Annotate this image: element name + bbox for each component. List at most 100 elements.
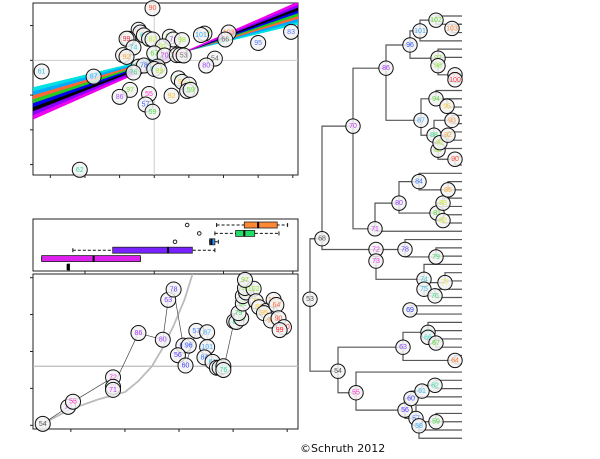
node-circle xyxy=(447,72,463,88)
node-label: 63 xyxy=(399,344,407,351)
node-label: 81 xyxy=(433,210,441,217)
node-label: 87 xyxy=(417,117,425,124)
node-circle xyxy=(163,87,180,104)
tree-node: 87 xyxy=(413,112,429,129)
node-circle xyxy=(447,352,463,369)
node-circle xyxy=(403,390,419,407)
node-label: 84 xyxy=(201,354,209,361)
node-label: 98 xyxy=(434,63,442,70)
tree-branch xyxy=(409,305,462,310)
node-label: 91 xyxy=(436,140,444,147)
node-label: 54 xyxy=(334,368,342,375)
tree-node: 58 xyxy=(411,418,427,434)
panel-a: 9063936596997468828171989167701008853649… xyxy=(30,0,300,178)
node-label: 82 xyxy=(439,218,447,225)
tree-node: 79 xyxy=(428,249,444,265)
tree-node: 84 xyxy=(411,173,427,190)
node-label: 55 xyxy=(145,91,153,98)
node-label: 77 xyxy=(441,280,449,287)
scatter-point: 66 xyxy=(217,31,234,48)
node-label: 96 xyxy=(406,42,414,49)
node-label: 79 xyxy=(432,254,440,261)
tree-node: 54 xyxy=(330,363,346,379)
node-circle xyxy=(402,302,418,318)
node-circle xyxy=(182,81,199,98)
tree-branch xyxy=(355,371,462,393)
significance-point: 64 xyxy=(268,297,285,313)
node-circle xyxy=(397,241,413,258)
node-circle xyxy=(237,271,253,288)
node-label: 53 xyxy=(180,52,188,59)
node-label: 86 xyxy=(135,330,143,337)
node-label: 73 xyxy=(372,258,380,265)
significance-point: 97 xyxy=(237,271,253,288)
node-label: 83 xyxy=(439,200,447,207)
node-circle xyxy=(402,37,418,53)
node-circle xyxy=(151,62,168,79)
node-circle xyxy=(283,23,300,40)
node-label: 71 xyxy=(169,36,177,43)
node-label: 57 xyxy=(192,328,200,335)
node-label: 98 xyxy=(241,285,249,292)
node-circle xyxy=(435,195,451,211)
node-circle xyxy=(348,385,364,401)
node-circle xyxy=(111,88,128,105)
significance-point: 78 xyxy=(165,281,182,298)
node-circle xyxy=(33,63,50,80)
node-label: 62 xyxy=(76,167,84,174)
tree-node: 95 xyxy=(439,98,455,114)
node-label: 92 xyxy=(123,54,131,61)
node-circle xyxy=(414,383,430,399)
node-circle xyxy=(428,249,444,265)
scatter-point: 101 xyxy=(193,26,210,43)
node-circle xyxy=(428,414,444,430)
node-label: 62 xyxy=(431,382,439,389)
scatter-point: 87 xyxy=(85,68,102,85)
panel-b xyxy=(32,218,299,274)
node-label: 87 xyxy=(90,74,98,81)
node-label: 101 xyxy=(414,28,426,35)
node-circle xyxy=(154,331,171,348)
node-circle xyxy=(217,31,234,48)
scatter-point: 59 xyxy=(144,103,161,120)
tree-node: 96 xyxy=(402,37,418,53)
tree-branch xyxy=(375,261,424,280)
tree-node: 62 xyxy=(427,377,443,393)
node-circle xyxy=(428,91,444,107)
significance-point: 86 xyxy=(130,325,147,342)
node-label: 57 xyxy=(142,101,150,108)
node-label: 99 xyxy=(123,36,131,43)
node-label: 75 xyxy=(420,286,428,293)
tree-node: 60 xyxy=(403,390,419,407)
tree-node: 76 xyxy=(427,288,443,304)
significance-point: 80 xyxy=(154,331,171,348)
tree-node: 59 xyxy=(428,414,444,430)
scatter-point: 92 xyxy=(118,48,135,65)
tree-node: 92 xyxy=(440,127,456,143)
node-label: 70 xyxy=(349,123,357,130)
tree-branch xyxy=(374,202,399,229)
tree-branch xyxy=(309,299,338,372)
tree-node: 82 xyxy=(435,212,451,229)
node-circle xyxy=(175,47,192,64)
node-label: 91 xyxy=(159,43,167,50)
node-label: 71 xyxy=(109,387,117,394)
node-label: 90 xyxy=(275,315,283,322)
node-label: 90 xyxy=(149,5,157,12)
scatter-point: 53 xyxy=(175,47,192,64)
node-label: 92 xyxy=(444,132,452,139)
tree-node: 78 xyxy=(397,241,413,258)
node-label: 60 xyxy=(407,396,415,403)
node-label: 84 xyxy=(415,179,423,186)
node-label: 61 xyxy=(418,388,426,395)
curve-group xyxy=(33,274,298,424)
scatter-point: 76 xyxy=(125,64,142,81)
tree-node: 83 xyxy=(435,195,451,211)
tree-node: 100 xyxy=(447,72,463,88)
node-circle xyxy=(430,57,446,74)
node-label: 61 xyxy=(38,68,46,75)
node-label: 101 xyxy=(201,344,213,351)
significance-point: 60 xyxy=(177,357,194,374)
node-circle xyxy=(367,221,383,237)
node-label: 76 xyxy=(431,293,439,300)
